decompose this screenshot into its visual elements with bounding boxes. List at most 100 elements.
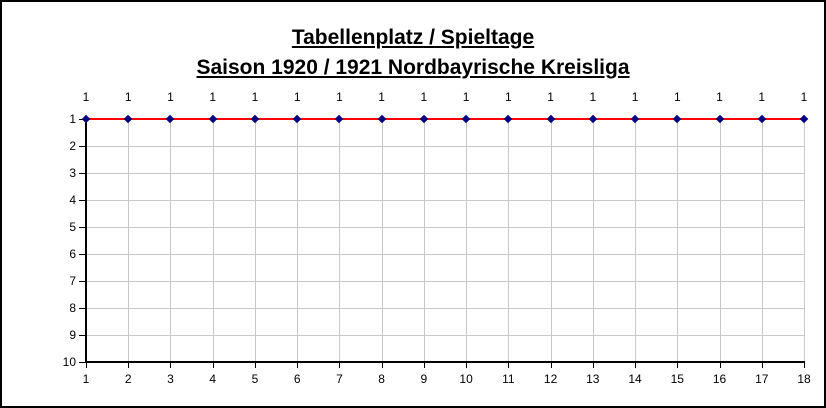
- x-axis-tick: [339, 363, 341, 368]
- vertical-gridline: [381, 119, 383, 362]
- horizontal-gridline: [86, 281, 804, 282]
- x-axis-tick: [761, 363, 763, 368]
- data-point-marker: [757, 114, 766, 124]
- x-axis-tick: [423, 363, 425, 368]
- x-axis-tick: [550, 363, 552, 368]
- vertical-gridline: [508, 119, 510, 362]
- y-axis-tick: [79, 227, 85, 228]
- data-point-marker: [673, 114, 682, 124]
- data-label: 1: [589, 90, 597, 104]
- x-axis-tick: [254, 363, 256, 368]
- y-axis-tick: [79, 173, 85, 174]
- y-tick-label: 9: [69, 328, 76, 342]
- vertical-gridline: [423, 119, 425, 362]
- x-axis: [85, 361, 805, 363]
- vertical-gridline: [635, 119, 637, 362]
- data-point-marker: [715, 114, 724, 124]
- horizontal-gridline: [86, 173, 804, 174]
- data-point-marker: [208, 114, 217, 124]
- vertical-gridline: [466, 119, 468, 362]
- x-tick-label: 7: [336, 372, 343, 386]
- data-point-marker: [250, 114, 260, 124]
- chart-title: Tabellenplatz / Spieltage Saison 1920 / …: [2, 23, 824, 83]
- y-tick-label: 5: [69, 220, 76, 234]
- horizontal-gridline: [86, 254, 804, 255]
- data-point-marker: [588, 114, 598, 124]
- x-axis-tick: [297, 363, 299, 368]
- y-tick-label: 10: [62, 355, 76, 369]
- data-label: 1: [378, 90, 385, 104]
- x-tick-label: 16: [712, 372, 727, 386]
- x-axis-tick: [719, 363, 721, 368]
- data-label: 1: [505, 90, 512, 104]
- data-label: 1: [758, 90, 766, 104]
- y-tick-label: 1: [69, 112, 76, 126]
- x-axis-tick: [86, 363, 87, 368]
- y-axis-tick: [79, 146, 85, 147]
- data-label: 1: [167, 90, 174, 104]
- horizontal-gridline: [86, 200, 804, 201]
- horizontal-gridline: [86, 335, 804, 336]
- vertical-gridline: [804, 119, 805, 362]
- vertical-gridline: [677, 119, 679, 362]
- y-tick-label: 2: [69, 139, 76, 153]
- x-tick-label: 13: [586, 372, 600, 386]
- x-tick-label: 9: [420, 372, 428, 386]
- y-axis-tick: [79, 335, 85, 336]
- x-tick-label: 11: [502, 372, 515, 386]
- data-point-marker: [630, 114, 640, 124]
- data-label: 1: [251, 90, 259, 104]
- horizontal-gridline: [86, 308, 804, 309]
- x-axis-tick: [381, 363, 383, 368]
- data-label: 1: [673, 90, 681, 104]
- y-axis-tick: [79, 254, 85, 255]
- x-tick-label: 4: [209, 372, 217, 386]
- x-axis-tick: [466, 363, 468, 368]
- data-label: 1: [800, 90, 808, 104]
- vertical-gridline: [128, 119, 130, 362]
- x-axis-tick: [592, 363, 594, 368]
- chart-title-line1: Tabellenplatz / Spieltage: [291, 26, 535, 49]
- vertical-gridline: [254, 119, 256, 362]
- x-axis-tick: [508, 363, 510, 368]
- data-label: 1: [462, 90, 470, 104]
- y-axis-tick: [79, 308, 85, 309]
- x-tick-label: 6: [293, 372, 301, 386]
- x-tick-label: 3: [167, 372, 174, 386]
- vertical-gridline: [297, 119, 299, 362]
- vertical-gridline: [592, 119, 594, 362]
- vertical-gridline: [170, 119, 172, 362]
- horizontal-gridline: [86, 227, 804, 228]
- series-line: [86, 118, 804, 120]
- data-label: 1: [293, 90, 301, 104]
- data-point-marker: [799, 114, 809, 124]
- data-point-marker: [81, 114, 91, 124]
- vertical-gridline: [212, 119, 214, 362]
- x-axis-tick: [804, 363, 805, 368]
- horizontal-gridline: [86, 146, 804, 147]
- x-tick-label: 5: [251, 372, 259, 386]
- data-point-marker: [123, 114, 133, 124]
- data-point-marker: [377, 114, 386, 124]
- x-tick-label: 15: [670, 372, 684, 386]
- data-point-marker: [335, 114, 344, 124]
- x-tick-label: 8: [378, 372, 385, 386]
- vertical-gridline: [550, 119, 552, 362]
- data-label: 1: [336, 90, 343, 104]
- x-axis-tick: [170, 363, 172, 368]
- x-tick-label: 1: [82, 372, 90, 386]
- y-tick-label: 6: [69, 247, 76, 261]
- y-axis: [85, 119, 87, 363]
- x-tick-label: 14: [628, 372, 642, 386]
- y-axis-tick: [79, 200, 85, 201]
- x-tick-label: 17: [755, 372, 769, 386]
- x-tick-label: 10: [459, 372, 473, 386]
- y-tick-label: 8: [69, 301, 76, 315]
- y-axis-tick: [79, 362, 85, 363]
- x-tick-label: 18: [797, 372, 811, 386]
- vertical-gridline: [719, 119, 721, 362]
- data-label: 1: [631, 90, 639, 104]
- data-point-marker: [292, 114, 302, 124]
- y-tick-label: 7: [69, 274, 76, 288]
